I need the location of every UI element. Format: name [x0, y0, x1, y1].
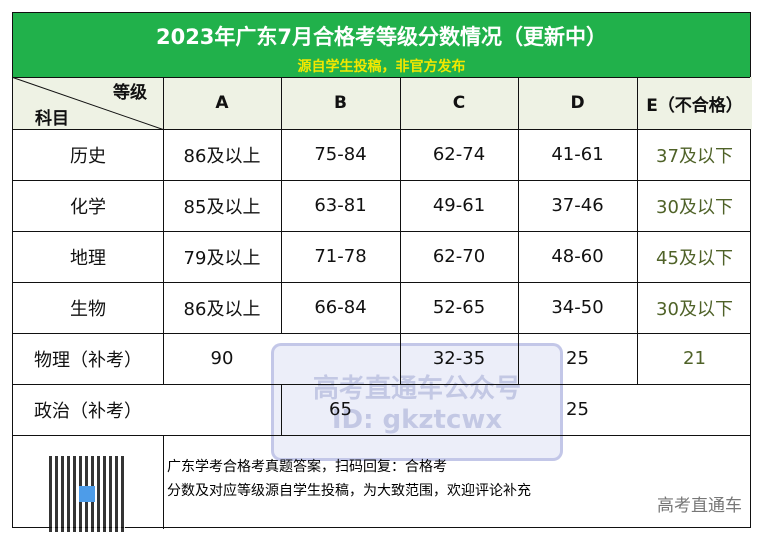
grade-header-B: B — [281, 77, 400, 129]
score-cell-C: 49-61 — [432, 195, 486, 216]
page-title: 2023年广东7月合格考等级分数情况（更新中） — [155, 25, 608, 49]
score-cell-C — [400, 384, 518, 435]
subject-axis-label: 科目 — [35, 108, 69, 129]
score-cell-D: 41-61 — [551, 144, 604, 165]
score-cell-A: 90 — [210, 348, 234, 369]
score-cell-B — [281, 333, 400, 384]
row-divider — [13, 129, 750, 130]
score-cell-E: 30及以下 — [656, 196, 733, 218]
row-divider — [13, 333, 750, 334]
subject-cell: 生物 — [70, 298, 106, 320]
row-divider — [13, 231, 750, 232]
table-title-bar: 2023年广东7月合格考等级分数情况（更新中） 源自学生投稿，非官方发布 — [13, 13, 750, 78]
score-cell-E: 30及以下 — [656, 298, 733, 320]
col-divider — [163, 77, 164, 384]
score-cell-A: 86及以上 — [183, 298, 261, 320]
col-divider — [281, 77, 282, 333]
grade-header-A: A — [163, 77, 281, 129]
footer-note: 广东学考合格考真题答案，扫码回复：合格考 分数及对应等级源自学生投稿，为大致范围… — [163, 435, 752, 503]
score-cell-C: 62-70 — [432, 246, 486, 267]
row-divider — [13, 180, 750, 181]
subject-cell: 地理 — [70, 247, 106, 269]
row-divider — [13, 435, 750, 436]
subject-cell: 物理（补考） — [34, 349, 142, 371]
score-cell-B: 65 — [329, 399, 352, 420]
watermark-line2: ID: gkztcwx — [331, 405, 503, 435]
score-cell-A: 86及以上 — [183, 145, 261, 167]
score-cell-E — [637, 384, 752, 435]
score-cell-E: 45及以下 — [656, 247, 733, 269]
score-cell-A: 79及以上 — [183, 247, 261, 269]
score-cell-D: 34-50 — [551, 297, 604, 318]
grade-header-C: C — [400, 77, 518, 129]
footer-line2: 分数及对应等级源自学生投稿，为大致范围，欢迎评论补充 — [167, 483, 531, 499]
brand-watermark: 高考直通车 — [657, 496, 742, 516]
qr-logo-icon — [79, 486, 95, 502]
score-cell-B: 75-84 — [314, 144, 367, 165]
col-divider — [281, 384, 282, 435]
col-divider — [163, 435, 164, 529]
grade-axis-label: 等级 — [113, 82, 147, 103]
watermark-line1: 高考直通车公众号 — [312, 374, 521, 404]
subject-cell: 历史 — [70, 145, 106, 167]
grade-table: 2023年广东7月合格考等级分数情况（更新中） 源自学生投稿，非官方发布 高考直… — [12, 12, 752, 532]
score-cell-C: 62-74 — [432, 144, 486, 165]
grade-header-D: D — [518, 77, 637, 129]
subject-cell: 政治（补考） — [34, 400, 142, 422]
row-divider — [13, 77, 750, 78]
score-cell-B: 71-78 — [314, 246, 367, 267]
score-cell-A — [163, 384, 281, 435]
score-cell-B: 66-84 — [314, 297, 367, 318]
row-divider — [13, 282, 750, 283]
qr-code[interactable] — [49, 456, 125, 532]
score-cell-D: 25 — [566, 348, 589, 369]
score-cell-D: 25 — [566, 399, 589, 420]
col-divider — [400, 77, 401, 384]
score-cell-E: 21 — [683, 348, 706, 369]
score-cell-B: 63-81 — [314, 195, 367, 216]
col-divider — [518, 77, 519, 384]
score-cell-D: 48-60 — [551, 246, 604, 267]
subtitle: 源自学生投稿，非官方发布 — [297, 59, 466, 75]
score-cell-C: 52-65 — [432, 297, 486, 318]
score-cell-C: 32-35 — [432, 348, 486, 369]
score-cell-A: 85及以上 — [183, 196, 261, 218]
col-divider — [637, 77, 638, 384]
subject-cell: 化学 — [70, 196, 106, 218]
footer-line1: 广东学考合格考真题答案，扫码回复：合格考 — [167, 459, 447, 475]
row-divider — [13, 384, 750, 385]
score-cell-D: 37-46 — [551, 195, 604, 216]
grade-header-E: E（不合格） — [637, 77, 752, 129]
watermark: 高考直通车公众号 ID: gkztcwx — [271, 343, 563, 461]
score-cell-E: 37及以下 — [656, 145, 733, 167]
